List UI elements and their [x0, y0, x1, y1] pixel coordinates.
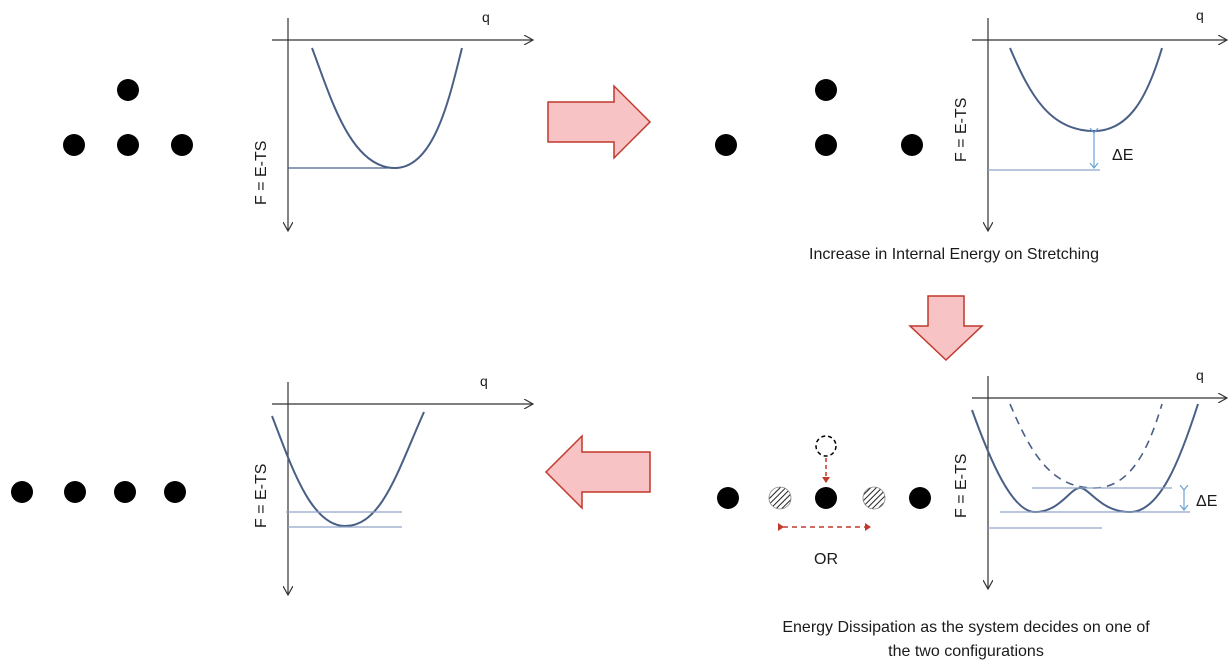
panel-top-right: q F = E-TS ΔE Increase in Internal Energ… [715, 7, 1226, 263]
atom-group-top-left [63, 79, 193, 156]
panel-bottom-left: q F = E-TS [11, 373, 532, 594]
atom [715, 134, 737, 156]
caption-dissipation-line2: the two configurations [888, 643, 1044, 660]
atom [114, 481, 136, 503]
transition-arrow-right [547, 84, 652, 160]
atom [815, 79, 837, 101]
original-atom-position [815, 435, 837, 457]
atom [64, 481, 86, 503]
x-axis-label: q [1196, 7, 1204, 23]
atom [11, 481, 33, 503]
atom [901, 134, 923, 156]
atom [171, 134, 193, 156]
atom [117, 134, 139, 156]
atom [717, 487, 739, 509]
delta-e-label: ΔE [1112, 147, 1133, 164]
free-energy-curve [271, 411, 425, 528]
x-axis-label: q [480, 373, 488, 389]
transition-arrow-left [544, 434, 651, 510]
panel-top-left: q F = E-TS [63, 9, 532, 230]
atom-group-top-right [715, 79, 923, 156]
atom [815, 487, 837, 509]
or-label: OR [814, 551, 838, 568]
atom [117, 79, 139, 101]
y-axis-label: F = E-TS [253, 141, 270, 205]
x-axis-label: q [1196, 367, 1204, 383]
atom-group-bottom-left [11, 481, 186, 503]
atom-group-bottom-right: OR [717, 435, 931, 568]
plot-top-left: q F = E-TS [253, 9, 532, 230]
possible-atom-position [768, 486, 792, 510]
caption-stretching: Increase in Internal Energy on Stretchin… [809, 246, 1099, 263]
panel-bottom-right: OR q F = E-TS ΔE Energy Dissipation as t… [717, 367, 1226, 660]
y-axis-label: F = E-TS [953, 454, 970, 518]
y-axis-label: F = E-TS [253, 464, 270, 528]
transition-arrow-down [908, 295, 984, 362]
plot-bottom-right: q F = E-TS ΔE [953, 367, 1226, 588]
atom [63, 134, 85, 156]
plot-bottom-left: q F = E-TS [253, 373, 532, 594]
free-energy-curve [311, 47, 463, 170]
possible-atom-position [862, 486, 886, 510]
atom [909, 487, 931, 509]
free-energy-curve [1009, 47, 1163, 133]
delta-e-label: ΔE [1196, 493, 1217, 510]
previous-free-energy-curve [1009, 403, 1163, 489]
atom [815, 134, 837, 156]
x-axis-label: q [482, 9, 490, 25]
double-well-curve [971, 403, 1199, 514]
y-axis-label: F = E-TS [953, 98, 970, 162]
plot-top-right: q F = E-TS ΔE [953, 7, 1226, 230]
atom [164, 481, 186, 503]
caption-dissipation-line1: Energy Dissipation as the system decides… [782, 619, 1150, 636]
